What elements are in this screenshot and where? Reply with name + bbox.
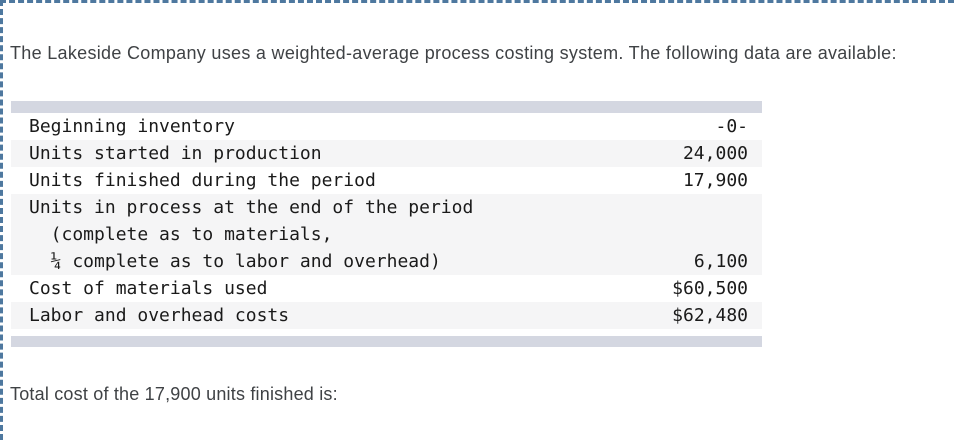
row-value: -0- [715, 116, 748, 137]
table-row: Beginning inventory -0- [11, 113, 762, 140]
row-value: $60,500 [672, 278, 748, 299]
row-value: $62,480 [672, 305, 748, 326]
process-costing-data-table: Beginning inventory -0- Units started in… [11, 101, 762, 347]
row-label: Labor and overhead costs [29, 305, 290, 326]
question-intro-text: The Lakeside Company uses a weighted-ave… [10, 43, 897, 63]
row-label: Units started in production [29, 143, 322, 164]
table-gap [11, 329, 762, 336]
table-row: Labor and overhead costs $62,480 [11, 302, 762, 329]
table-row: Cost of materials used $60,500 [11, 275, 762, 302]
table-row: (complete as to materials, [11, 221, 762, 248]
row-label: Units finished during the period [29, 170, 376, 191]
row-label: Beginning inventory [29, 116, 235, 137]
table-row: Units in process at the end of the perio… [11, 194, 762, 221]
table-row: Units started in production 24,000 [11, 140, 762, 167]
row-label: Cost of materials used [29, 278, 268, 299]
table-top-strip [11, 101, 762, 113]
row-label: (complete as to materials, [29, 224, 333, 245]
row-label: ¼ complete as to labor and overhead) [29, 251, 441, 272]
row-value: 24,000 [682, 143, 748, 164]
question-prompt: Total cost of the 17,900 units finished … [10, 384, 338, 404]
row-value: 17,900 [682, 170, 748, 191]
row-label: Units in process at the end of the perio… [29, 197, 474, 218]
table-row: Units finished during the period 17,900 [11, 167, 762, 194]
table-row: ¼ complete as to labor and overhead) 6,1… [11, 248, 762, 275]
row-value: 6,100 [693, 251, 748, 272]
table-bottom-strip [11, 336, 762, 347]
